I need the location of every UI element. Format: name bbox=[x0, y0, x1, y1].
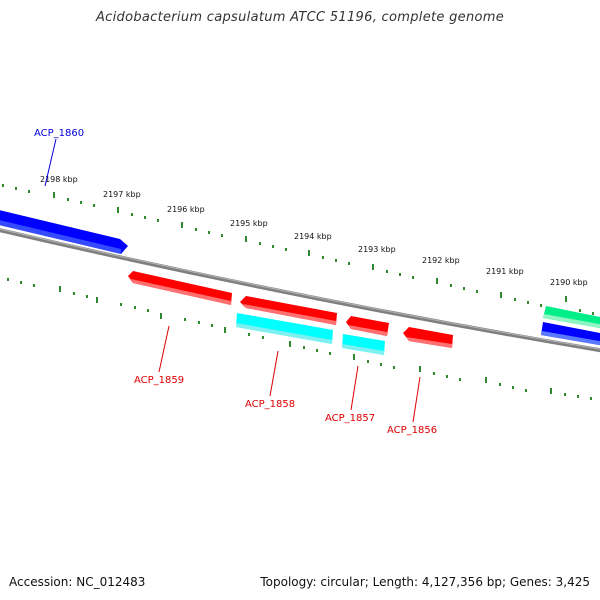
scale-label: 2190 kbp bbox=[550, 278, 588, 287]
scale-label: 2193 kbp bbox=[358, 245, 396, 254]
label-leaders bbox=[44, 138, 421, 423]
scale-label: 2194 kbp bbox=[294, 232, 332, 241]
gene-right-blue-shade bbox=[541, 331, 600, 346]
scale-label: 2195 kbp bbox=[230, 219, 268, 228]
inner-scale-ring bbox=[7, 278, 592, 400]
gene-right-green-shade bbox=[543, 314, 600, 329]
leader-acp1856 bbox=[412, 376, 421, 423]
gene-label-acp1859[interactable]: ACP_1859 bbox=[134, 375, 184, 386]
genome-summary-text: Topology: circular; Length: 4,127,356 bp… bbox=[260, 575, 590, 589]
leader-acp1858 bbox=[269, 350, 279, 397]
leader-acp1860 bbox=[44, 138, 57, 187]
gene-label-acp1860[interactable]: ACP_1860 bbox=[34, 128, 84, 139]
feature-cyan-2-shade bbox=[342, 344, 384, 355]
genome-title: Acidobacterium capsulatum ATCC 51196, co… bbox=[95, 10, 505, 25]
leader-acp1857 bbox=[350, 365, 359, 411]
reverse-strand-genes bbox=[128, 271, 453, 355]
gene-acp1858-shade bbox=[243, 304, 336, 325]
scale-label: 2197 kbp bbox=[103, 190, 141, 199]
scale-label: 2196 kbp bbox=[167, 205, 205, 214]
scale-label: 2198 kbp bbox=[40, 175, 78, 184]
gene-label-acp1858[interactable]: ACP_1858 bbox=[245, 399, 295, 410]
gene-label-acp1856[interactable]: ACP_1856 bbox=[387, 425, 437, 436]
genome-backbone bbox=[0, 228, 600, 353]
feature-cyan-1-shade bbox=[236, 323, 332, 344]
accession-text: Accession: NC_012483 bbox=[9, 575, 146, 589]
gene-acp1860-shade bbox=[0, 220, 121, 254]
leader-acp1859 bbox=[158, 325, 170, 373]
gene-acp1857-shade bbox=[348, 325, 387, 336]
outer-scale-ring bbox=[2, 184, 594, 315]
scale-label: 2191 kbp bbox=[486, 267, 524, 276]
gene-labels: ACP_1860 ACP_1859 ACP_1858 ACP_1857 ACP_… bbox=[34, 128, 437, 436]
gene-label-acp1857[interactable]: ACP_1857 bbox=[325, 413, 375, 424]
scale-label: 2192 kbp bbox=[422, 256, 460, 265]
gene-acp1856-shade bbox=[406, 337, 452, 348]
scale-labels: 2198 kbp 2197 kbp 2196 kbp 2195 kbp 2194… bbox=[40, 175, 588, 287]
genome-backbone-highlight bbox=[0, 228, 600, 350]
gene-acp1859-shade bbox=[131, 279, 231, 305]
forward-strand-genes bbox=[0, 210, 600, 346]
